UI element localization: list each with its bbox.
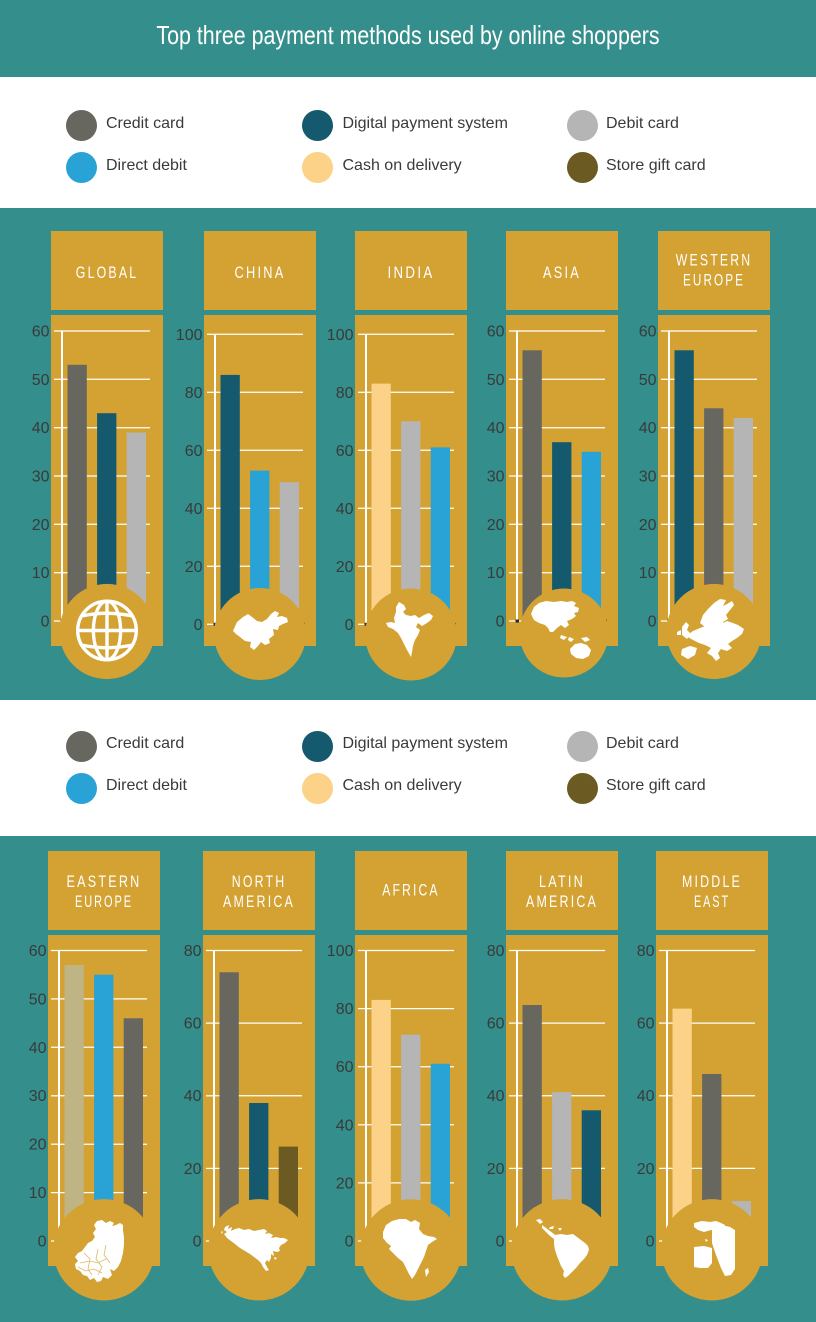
svg-text:EUROPE: EUROPE <box>683 271 745 290</box>
svg-text:GLOBAL: GLOBAL <box>76 263 139 282</box>
svg-text:MIDDLE: MIDDLE <box>682 872 742 891</box>
svg-text:60: 60 <box>32 324 50 341</box>
svg-text:20: 20 <box>29 1137 47 1154</box>
svg-text:20: 20 <box>639 517 657 534</box>
svg-text:100: 100 <box>326 327 353 344</box>
svg-text:40: 40 <box>487 420 505 437</box>
svg-text:40: 40 <box>32 420 50 437</box>
svg-text:20: 20 <box>185 559 203 576</box>
svg-text:LATIN: LATIN <box>539 872 585 891</box>
svg-text:30: 30 <box>639 469 657 486</box>
svg-text:0: 0 <box>345 1234 354 1251</box>
svg-text:60: 60 <box>637 1016 655 1033</box>
svg-text:60: 60 <box>336 1059 354 1076</box>
svg-text:20: 20 <box>487 1161 505 1178</box>
svg-text:40: 40 <box>637 1088 655 1105</box>
svg-text:50: 50 <box>32 372 50 389</box>
svg-text:50: 50 <box>29 991 47 1008</box>
svg-text:40: 40 <box>185 501 203 518</box>
svg-text:60: 60 <box>487 324 505 341</box>
svg-text:0: 0 <box>496 614 505 631</box>
svg-text:40: 40 <box>639 420 657 437</box>
svg-text:20: 20 <box>335 559 353 576</box>
svg-text:0: 0 <box>648 614 657 631</box>
svg-text:AMERICA: AMERICA <box>526 892 598 911</box>
svg-text:30: 30 <box>32 469 50 486</box>
svg-text:60: 60 <box>335 443 353 460</box>
svg-text:60: 60 <box>183 1016 201 1033</box>
svg-text:50: 50 <box>639 372 657 389</box>
svg-text:INDIA: INDIA <box>387 263 434 282</box>
svg-text:0: 0 <box>194 617 203 634</box>
svg-text:CHINA: CHINA <box>235 263 286 282</box>
svg-text:50: 50 <box>487 372 505 389</box>
svg-text:EUROPE: EUROPE <box>75 892 133 911</box>
svg-text:100: 100 <box>327 943 354 960</box>
svg-text:ASIA: ASIA <box>543 263 581 282</box>
svg-text:0: 0 <box>38 1234 47 1251</box>
svg-text:40: 40 <box>183 1088 201 1105</box>
svg-text:0: 0 <box>192 1234 201 1251</box>
svg-text:AFRICA: AFRICA <box>382 881 440 900</box>
svg-text:EAST: EAST <box>694 892 730 911</box>
svg-text:EASTERN: EASTERN <box>67 872 142 891</box>
svg-text:40: 40 <box>487 1088 505 1105</box>
svg-text:40: 40 <box>335 501 353 518</box>
svg-text:60: 60 <box>185 443 203 460</box>
svg-text:0: 0 <box>496 1234 505 1251</box>
svg-text:80: 80 <box>185 385 203 402</box>
svg-text:60: 60 <box>29 943 47 960</box>
svg-text:30: 30 <box>487 469 505 486</box>
svg-text:0: 0 <box>344 617 353 634</box>
svg-text:0: 0 <box>41 614 50 631</box>
svg-text:0: 0 <box>646 1234 655 1251</box>
svg-text:80: 80 <box>183 943 201 960</box>
svg-text:NORTH: NORTH <box>231 872 285 891</box>
svg-text:WESTERN: WESTERN <box>676 251 753 270</box>
svg-text:20: 20 <box>336 1175 354 1192</box>
svg-text:30: 30 <box>29 1088 47 1105</box>
svg-text:20: 20 <box>637 1161 655 1178</box>
svg-text:AMERICA: AMERICA <box>223 892 295 911</box>
svg-text:80: 80 <box>487 943 505 960</box>
svg-text:10: 10 <box>639 565 657 582</box>
svg-text:20: 20 <box>32 517 50 534</box>
svg-text:100: 100 <box>176 327 203 344</box>
svg-text:80: 80 <box>336 1001 354 1018</box>
svg-text:40: 40 <box>29 1040 47 1057</box>
svg-text:80: 80 <box>637 943 655 960</box>
svg-text:20: 20 <box>183 1161 201 1178</box>
svg-text:60: 60 <box>639 324 657 341</box>
svg-text:80: 80 <box>335 385 353 402</box>
svg-text:10: 10 <box>29 1185 47 1202</box>
svg-text:10: 10 <box>32 565 50 582</box>
svg-text:20: 20 <box>487 517 505 534</box>
svg-text:60: 60 <box>487 1016 505 1033</box>
svg-text:40: 40 <box>336 1117 354 1134</box>
svg-text:10: 10 <box>487 565 505 582</box>
